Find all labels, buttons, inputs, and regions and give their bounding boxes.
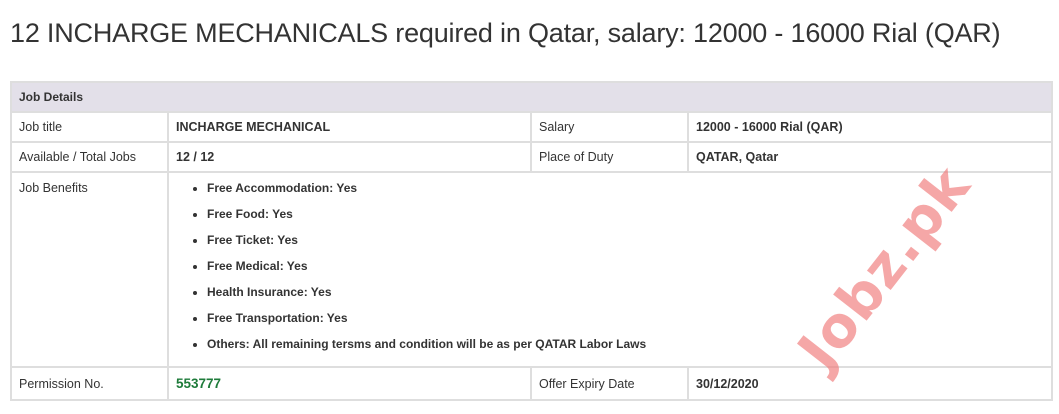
- list-item: Free Accommodation: Yes: [207, 181, 1044, 207]
- list-item: Free Transportation: Yes: [207, 311, 1044, 337]
- job-details-table: Job Details Job title INCHARGE MECHANICA…: [10, 81, 1053, 401]
- jobs-label: Available / Total Jobs: [10, 141, 169, 173]
- table-row: Available / Total Jobs 12 / 12 Place of …: [10, 141, 1053, 173]
- table-header: Job Details: [10, 81, 1053, 113]
- list-item: Free Medical: Yes: [207, 259, 1044, 285]
- job-title-label: Job title: [10, 111, 169, 143]
- benefits-list: Free Accommodation: Yes Free Food: Yes F…: [176, 181, 1044, 355]
- table-header-row: Job Details: [10, 81, 1053, 113]
- place-value: QATAR, Qatar: [687, 141, 1053, 173]
- list-item: Free Food: Yes: [207, 207, 1044, 233]
- expiry-value: 30/12/2020: [687, 366, 1053, 401]
- benefits-value: Free Accommodation: Yes Free Food: Yes F…: [167, 171, 1053, 368]
- list-item: Free Ticket: Yes: [207, 233, 1044, 259]
- list-item: Others: All remaining tersms and conditi…: [207, 337, 1044, 355]
- permission-label: Permission No.: [10, 366, 169, 401]
- jobs-value: 12 / 12: [167, 141, 532, 173]
- table-row: Job Benefits Free Accommodation: Yes Fre…: [10, 171, 1053, 368]
- salary-label: Salary: [530, 111, 689, 143]
- job-title-value: INCHARGE MECHANICAL: [167, 111, 532, 143]
- table-row: Job title INCHARGE MECHANICAL Salary 120…: [10, 111, 1053, 143]
- permission-value: 553777: [167, 366, 532, 401]
- benefits-label: Job Benefits: [10, 171, 169, 368]
- list-item: Health Insurance: Yes: [207, 285, 1044, 311]
- expiry-label: Offer Expiry Date: [530, 366, 689, 401]
- page-title: 12 INCHARGE MECHANICALS required in Qata…: [10, 18, 1001, 48]
- table-row: Permission No. 553777 Offer Expiry Date …: [10, 366, 1053, 401]
- place-label: Place of Duty: [530, 141, 689, 173]
- salary-value: 12000 - 16000 Rial (QAR): [687, 111, 1053, 143]
